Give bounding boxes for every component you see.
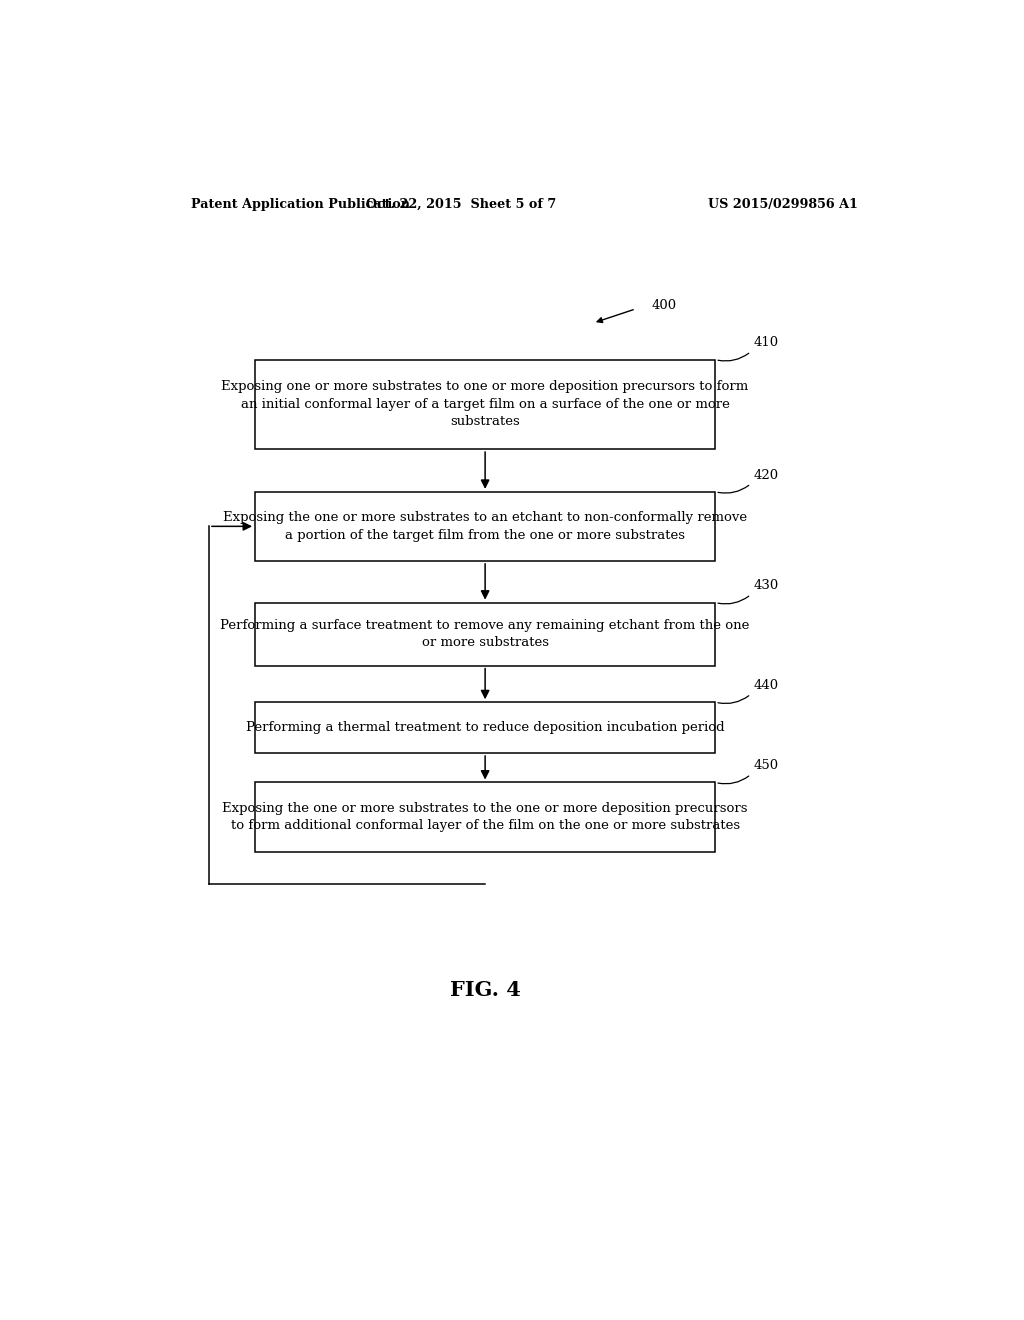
FancyBboxPatch shape [255, 702, 715, 752]
FancyArrowPatch shape [597, 310, 633, 322]
FancyArrowPatch shape [718, 696, 749, 704]
Text: 440: 440 [754, 678, 778, 692]
FancyBboxPatch shape [255, 359, 715, 449]
Text: US 2015/0299856 A1: US 2015/0299856 A1 [709, 198, 858, 211]
Text: Performing a surface treatment to remove any remaining etchant from the one
or m: Performing a surface treatment to remove… [220, 619, 750, 649]
FancyBboxPatch shape [255, 602, 715, 665]
FancyArrowPatch shape [718, 776, 749, 784]
FancyBboxPatch shape [255, 783, 715, 851]
FancyBboxPatch shape [255, 492, 715, 561]
FancyArrowPatch shape [718, 486, 749, 494]
Text: Exposing the one or more substrates to an etchant to non-conformally remove
a po: Exposing the one or more substrates to a… [223, 511, 748, 541]
Text: 450: 450 [754, 759, 778, 772]
Text: Oct. 22, 2015  Sheet 5 of 7: Oct. 22, 2015 Sheet 5 of 7 [367, 198, 556, 211]
Text: Exposing the one or more substrates to the one or more deposition precursors
to : Exposing the one or more substrates to t… [222, 801, 748, 833]
Text: Performing a thermal treatment to reduce deposition incubation period: Performing a thermal treatment to reduce… [246, 721, 724, 734]
Text: 420: 420 [754, 469, 778, 482]
Text: Exposing one or more substrates to one or more deposition precursors to form
an : Exposing one or more substrates to one o… [221, 380, 749, 429]
FancyArrowPatch shape [718, 354, 749, 360]
Text: Patent Application Publication: Patent Application Publication [191, 198, 411, 211]
Text: FIG. 4: FIG. 4 [450, 979, 520, 999]
Text: 400: 400 [652, 300, 677, 313]
Text: 430: 430 [754, 579, 778, 593]
FancyArrowPatch shape [718, 597, 749, 603]
Text: 410: 410 [754, 337, 778, 350]
